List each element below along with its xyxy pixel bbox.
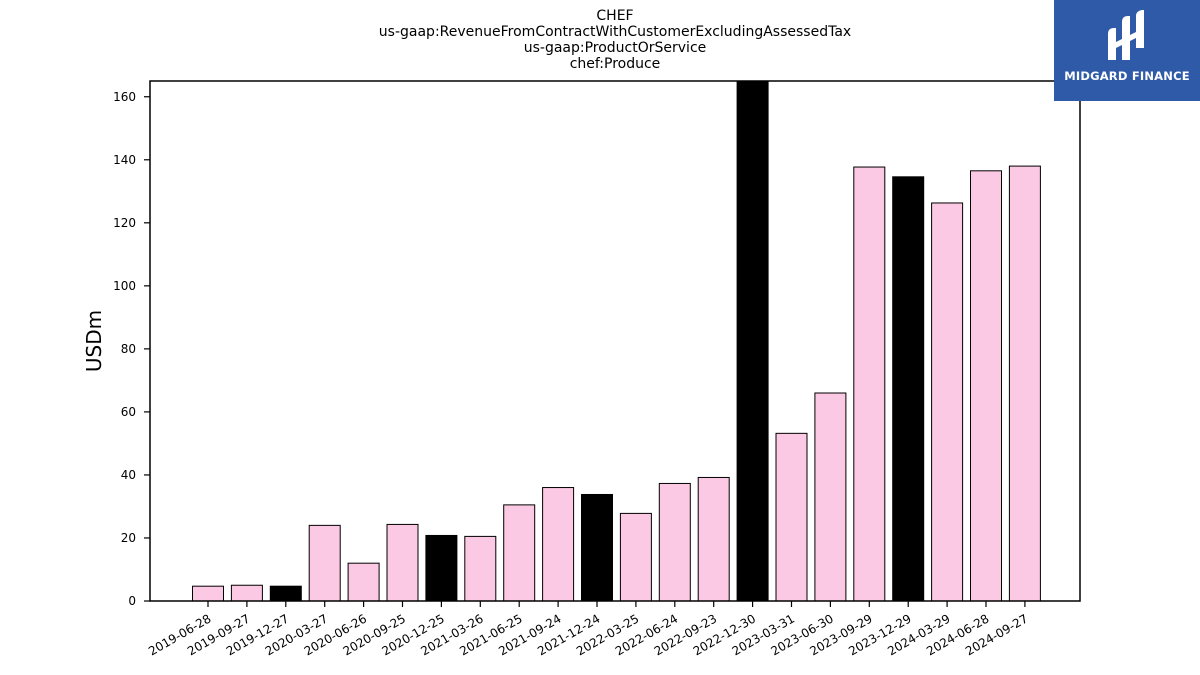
bar-2024-06-28 (970, 170, 1002, 602)
bar-2020-12-25 (425, 534, 458, 602)
bar-2023-09-29 (853, 166, 886, 602)
bar-2021-06-25 (503, 504, 536, 602)
bar-2022-06-24 (658, 482, 691, 602)
bar-2021-12-24 (581, 493, 613, 602)
bar-2020-03-27 (308, 524, 341, 602)
bar-2024-03-29 (931, 202, 964, 602)
bar-2023-03-31 (775, 432, 808, 602)
bar-2022-12-30 (736, 80, 769, 602)
bar-2019-09-27 (230, 584, 263, 602)
y-tick-label: 120 (113, 216, 136, 230)
brand-logo: MIDGARD FINANCE (1054, 0, 1200, 101)
chart-title-line: us-gaap:ProductOrService (524, 40, 707, 56)
bars (192, 80, 1041, 602)
midgard-logo-icon (1108, 10, 1144, 60)
y-tick-label: 160 (113, 90, 136, 104)
bar-2020-06-26 (347, 562, 380, 602)
y-tick-label: 40 (121, 468, 136, 482)
y-axis-label: USDm (82, 310, 106, 372)
bar-2024-09-27 (1008, 165, 1041, 602)
chart-title: CHEFus-gaap:RevenueFromContractWithCusto… (379, 8, 851, 72)
y-tick-label: 20 (121, 531, 136, 545)
chart-title-line: chef:Produce (570, 56, 661, 72)
bar-2020-09-25 (386, 523, 419, 602)
y-tick-label: 100 (113, 279, 136, 293)
y-axis: 0 20 40 60 80 100 120 140 160 (113, 90, 150, 608)
bar-2019-12-27 (269, 585, 302, 602)
bar-2023-06-30 (814, 392, 847, 602)
bar-2022-03-25 (619, 512, 652, 602)
bar-2023-12-29 (892, 176, 925, 602)
y-tick-label: 60 (121, 405, 136, 419)
chart-title-line: CHEF (596, 8, 633, 24)
bar-2019-06-28 (192, 585, 224, 602)
chart-title-line: us-gaap:RevenueFromContractWithCustomerE… (379, 24, 851, 40)
plot-frame (149, 80, 1081, 602)
logo-text: MIDGARD FINANCE (1064, 69, 1190, 83)
y-tick-label: 0 (128, 594, 136, 608)
y-tick-label: 80 (121, 342, 136, 356)
y-tick-label: 140 (113, 153, 136, 167)
bar-2021-03-26 (464, 535, 497, 602)
bar-2021-09-24 (542, 487, 575, 602)
x-axis: 2019-06-282019-09-272019-12-272020-03-27… (146, 601, 1030, 658)
bar-2022-09-23 (697, 476, 730, 602)
